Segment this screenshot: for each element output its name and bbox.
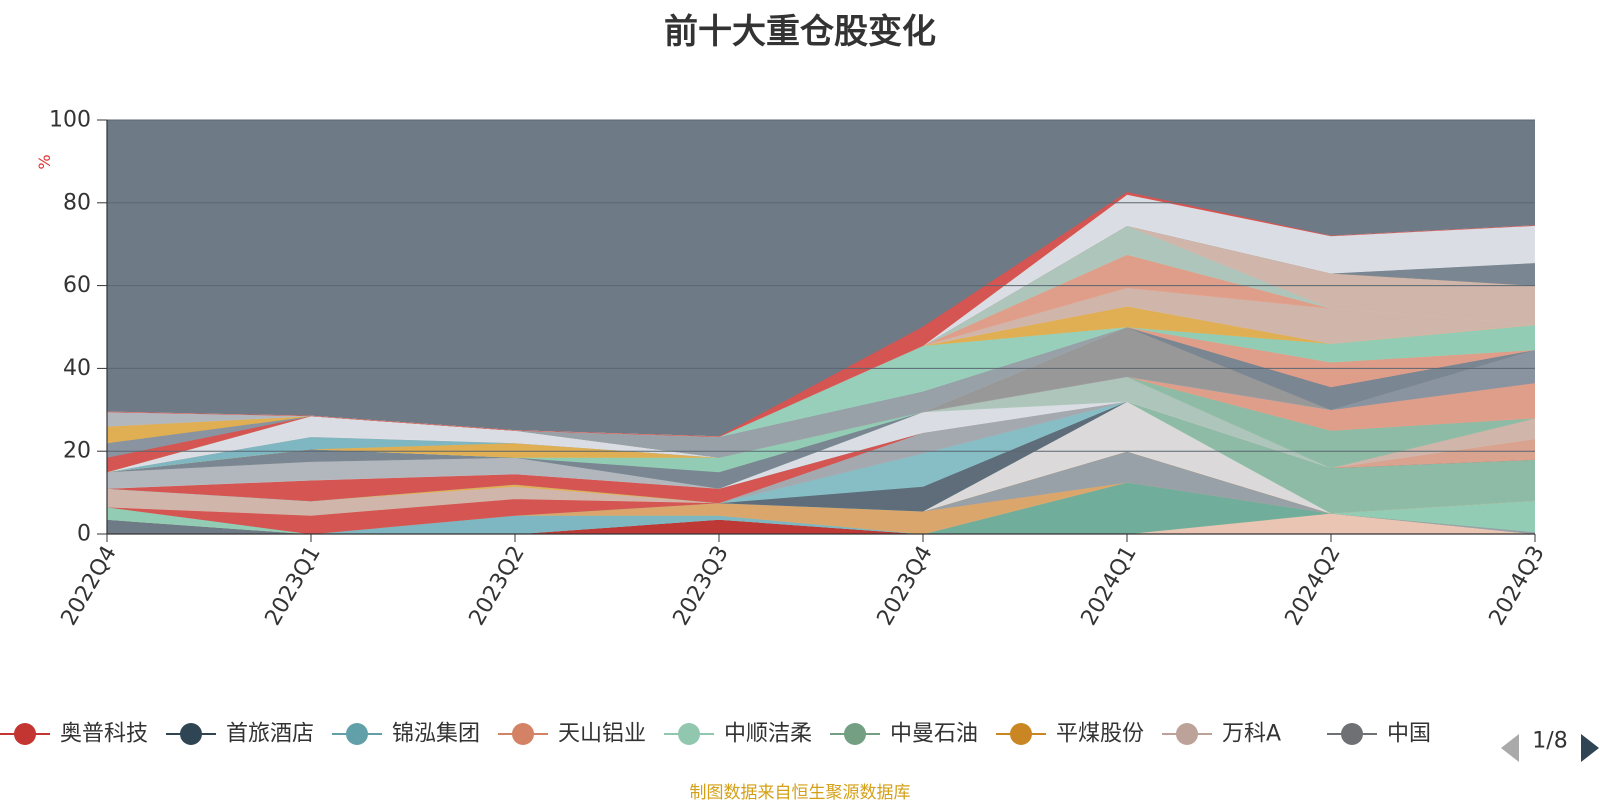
- legend-item-6[interactable]: 中曼石油: [830, 722, 978, 747]
- legend-label: 中顺洁柔: [724, 722, 812, 747]
- legend-label: 锦泓集团: [392, 722, 480, 747]
- legend-marker-icon: [1341, 723, 1363, 745]
- y-tick-label-60: 60: [63, 273, 91, 298]
- x-tick-label-2023Q2: 2023Q2: [465, 542, 530, 630]
- legend-label: 中国: [1387, 722, 1431, 747]
- legend-marker-icon: [1010, 723, 1032, 745]
- x-tick-label-2023Q4: 2023Q4: [873, 542, 938, 630]
- legend-label: 天山铝业: [558, 722, 646, 747]
- legend-marker-icon: [346, 723, 368, 745]
- y-tick-label-80: 80: [63, 190, 91, 215]
- legend-item-4[interactable]: 天山铝业: [498, 722, 646, 747]
- y-tick-label-40: 40: [63, 356, 91, 381]
- legend-marker-icon: [180, 723, 202, 745]
- legend-item-3[interactable]: 锦泓集团: [332, 722, 480, 747]
- legend-item-7[interactable]: 平煤股份: [996, 722, 1144, 747]
- x-tick-label-2024Q2: 2024Q2: [1281, 542, 1346, 630]
- chart-title: 前十大重仓股变化: [664, 12, 936, 52]
- y-tick-label-20: 20: [63, 439, 91, 464]
- legend-item-8[interactable]: 万科A: [1162, 722, 1281, 747]
- legend-label: 奥普科技: [60, 722, 148, 747]
- area-band-49: [107, 192, 1535, 438]
- legend-page-indicator: 1/8: [1532, 729, 1567, 754]
- x-tick-label-2024Q1: 2024Q1: [1077, 542, 1142, 630]
- x-tick-label-2023Q1: 2023Q1: [261, 542, 326, 630]
- legend-label: 万科A: [1222, 722, 1281, 747]
- legend-item-2[interactable]: 首旅酒店: [166, 722, 314, 747]
- legend-item-5[interactable]: 中顺洁柔: [664, 722, 812, 747]
- y-axis-unit-label: %: [35, 154, 54, 169]
- legend-marker-icon: [844, 723, 866, 745]
- x-tick-label-2024Q3: 2024Q3: [1485, 542, 1550, 630]
- x-tick-label-2022Q4: 2022Q4: [57, 542, 122, 630]
- x-tick-label-2023Q3: 2023Q3: [669, 542, 734, 630]
- legend-marker-icon: [14, 723, 36, 745]
- data-source-footer: 制图数据来自恒生聚源数据库: [689, 783, 911, 803]
- legend-label: 平煤股份: [1056, 722, 1144, 747]
- legend-marker-icon: [678, 723, 700, 745]
- y-tick-label-0: 0: [77, 522, 91, 547]
- legend-prev-page-icon[interactable]: [1501, 734, 1519, 762]
- legend-label: 首旅酒店: [226, 722, 314, 747]
- legend-next-page-icon[interactable]: [1581, 734, 1599, 762]
- y-tick-label-100: 100: [49, 108, 91, 133]
- legend-label: 中曼石油: [890, 722, 978, 747]
- legend-item-1[interactable]: 奥普科技: [0, 722, 148, 747]
- legend-marker-icon: [1176, 723, 1198, 745]
- legend-pagination: 1/8: [1501, 729, 1599, 762]
- legend-item-9[interactable]: 中国: [1327, 722, 1431, 747]
- legend-marker-icon: [512, 723, 534, 745]
